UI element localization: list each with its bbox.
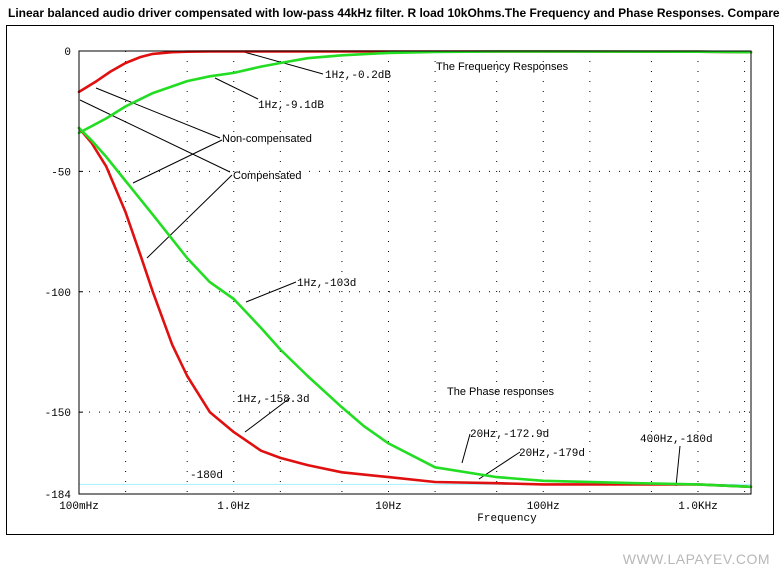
- y-tick-label: -100: [45, 288, 71, 300]
- leader-line: [214, 77, 259, 100]
- x-axis-label: Frequency: [477, 513, 537, 525]
- annotation-label: 20Hz,-179d: [519, 448, 585, 460]
- annotation-label: The Phase responses: [447, 386, 555, 398]
- tick-labels: 100mHz 1.0Hz 10Hz 100Hz 1.0KHz 0 -50 -100 -150 -1…: [45, 47, 718, 513]
- leader-line: [461, 433, 471, 464]
- y-tick-label: -50: [51, 167, 71, 179]
- x-tick-label: 100mHz: [59, 501, 99, 513]
- chart-title: Linear balanced audio driver compensated…: [8, 6, 780, 20]
- annotation-label: 1Hz,-0.2dB: [325, 70, 391, 82]
- leader-line: [95, 87, 221, 139]
- grid-dots: [79, 50, 751, 495]
- series-line-magnitude-compensated: [77, 50, 753, 94]
- annotation-label: Non-compensated: [222, 133, 312, 145]
- x-tick-label: 1.0Hz: [217, 501, 250, 513]
- annotation-label: Compensated: [233, 170, 302, 182]
- series-line-phase-compensated: [77, 126, 753, 489]
- leader-line: [245, 281, 297, 303]
- x-tick-label: 100Hz: [527, 501, 560, 513]
- y-tick-label: 0: [64, 47, 71, 59]
- x-tick-label: 1.0KHz: [678, 501, 718, 513]
- annotation-label: The Frequency Responses: [436, 61, 569, 73]
- leader-line: [146, 174, 233, 259]
- y-tick-label: -150: [45, 408, 71, 420]
- leader-line: [244, 397, 291, 433]
- x-tick-label: 10Hz: [375, 501, 401, 513]
- annotation-label: 20Hz,-172.9d: [470, 429, 549, 441]
- plot-area-border: [78, 50, 752, 495]
- series-line-magnitude-non-compensated: [77, 50, 753, 135]
- annotations: 1Hz,-0.2dB 1Hz,-9.1dB The Frequency Respon…: [190, 61, 713, 482]
- annotation-label: 400Hz,-180d: [640, 434, 713, 446]
- y-tick-label: -184: [45, 490, 72, 502]
- annotation-label: 1Hz,-158.3d: [237, 394, 310, 406]
- chart-frame: [6, 25, 774, 535]
- annotation-label: 1Hz,-9.1dB: [258, 100, 324, 112]
- watermark: WWW.LAPAYEV.COM: [622, 551, 770, 567]
- series-group: [77, 50, 753, 489]
- leader-line: [132, 139, 223, 184]
- annotation-leaders: [79, 51, 681, 487]
- leader-line: [675, 445, 681, 487]
- reference-lines: [79, 50, 751, 485]
- leader-line: [79, 99, 231, 173]
- annotation-label: -180d: [190, 470, 223, 482]
- annotation-label: 1Hz,-103d: [297, 278, 356, 290]
- series-line-phase-non-compensated: [77, 126, 753, 489]
